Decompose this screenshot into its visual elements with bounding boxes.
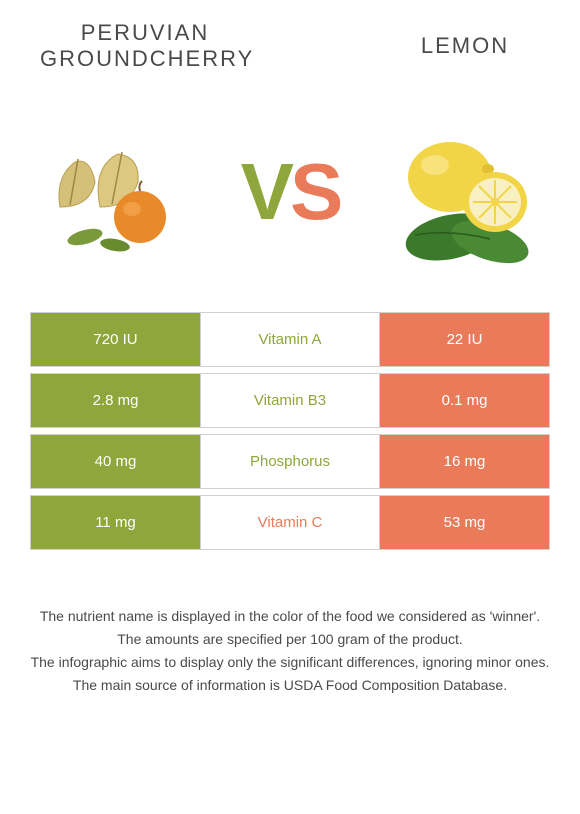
groundcherry-image — [30, 107, 200, 277]
nutrient-row: 11 mgVitamin C53 mg — [30, 495, 550, 550]
nutrient-table: 720 IUVitamin A22 IU 2.8 mgVitamin B30.1 … — [0, 312, 580, 550]
footnote-line: The nutrient name is displayed in the co… — [30, 606, 550, 627]
header: Peruvian groundcherry Lemon — [0, 0, 580, 82]
vs-s: S — [290, 147, 339, 236]
nutrient-right-value: 53 mg — [380, 495, 550, 550]
nutrient-name: Vitamin B3 — [200, 373, 380, 428]
nutrient-left-value: 11 mg — [30, 495, 200, 550]
footnote-line: The amounts are specified per 100 gram o… — [30, 629, 550, 650]
nutrient-name: Phosphorus — [200, 434, 380, 489]
nutrient-row: 2.8 mgVitamin B30.1 mg — [30, 373, 550, 428]
nutrient-row: 720 IUVitamin A22 IU — [30, 312, 550, 367]
left-food-title: Peruvian groundcherry — [40, 20, 250, 72]
nutrient-left-value: 720 IU — [30, 312, 200, 367]
nutrient-name: Vitamin A — [200, 312, 380, 367]
lemon-image — [380, 107, 550, 277]
nutrient-row: 40 mgPhosphorus16 mg — [30, 434, 550, 489]
right-food-title: Lemon — [390, 33, 540, 59]
nutrient-right-value: 0.1 mg — [380, 373, 550, 428]
footnotes: The nutrient name is displayed in the co… — [0, 556, 580, 696]
vs-v: V — [241, 147, 290, 236]
nutrient-left-value: 2.8 mg — [30, 373, 200, 428]
nutrient-name: Vitamin C — [200, 495, 380, 550]
footnote-line: The infographic aims to display only the… — [30, 652, 550, 673]
footnote-line: The main source of information is USDA F… — [30, 675, 550, 696]
nutrient-right-value: 16 mg — [380, 434, 550, 489]
nutrient-left-value: 40 mg — [30, 434, 200, 489]
image-row: VS — [0, 82, 580, 312]
nutrient-right-value: 22 IU — [380, 312, 550, 367]
vs-label: VS — [241, 146, 340, 238]
